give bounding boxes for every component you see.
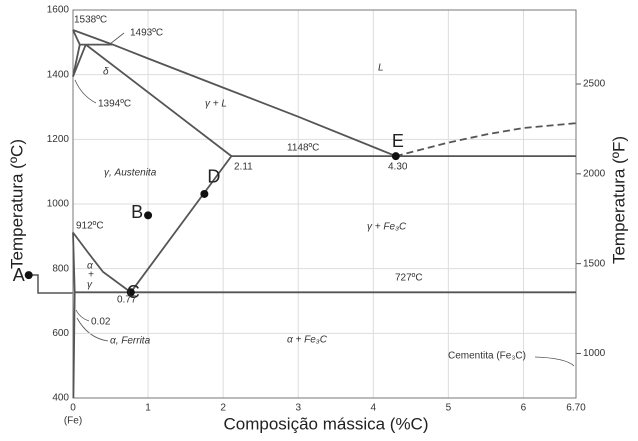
annotation: 2.11 [234, 162, 253, 173]
annotation: 727ºC [395, 273, 423, 284]
point [391, 152, 400, 161]
annotation: L [378, 63, 384, 74]
leader [75, 309, 90, 322]
y-tick-label: 1200 [47, 134, 70, 145]
annotation: γ [87, 280, 93, 291]
annotation: γ + L [205, 99, 227, 110]
phase-boundary [72, 44, 87, 77]
annotation: α, Ferrita [110, 336, 151, 347]
y-tick-label: 800 [52, 263, 69, 274]
leader [109, 32, 125, 45]
phase-boundary [130, 155, 233, 293]
annotation: Cementita (Fe₃C) [448, 351, 526, 362]
point [200, 189, 209, 198]
annotation: + [88, 270, 94, 281]
phase-boundary [72, 232, 76, 399]
y2-tick-label: 1000 [583, 348, 606, 359]
y2-axis-label: Temperatura (ºF) [609, 136, 628, 264]
leader [534, 356, 575, 367]
y-tick-label: 600 [52, 328, 69, 339]
annotation: δ [103, 67, 109, 78]
y-tick-label: 1000 [47, 199, 70, 210]
point-label: E [392, 131, 404, 151]
annotation: 0.77 [117, 295, 137, 306]
phase-boundary [72, 29, 397, 157]
point-label: D [207, 167, 220, 187]
annotation: γ, Austenita [104, 168, 157, 179]
phase-boundary [395, 122, 577, 157]
point [24, 271, 33, 280]
annotation: γ + Fe₃C [367, 222, 407, 233]
leader [74, 79, 97, 104]
x-tick-label: 3 [295, 403, 301, 414]
x-tick-label: 6 [521, 403, 527, 414]
annotation: 0.02 [91, 317, 111, 328]
y2-tick-label: 2500 [583, 79, 606, 90]
annotation: 912ºC [76, 221, 104, 232]
y-tick-label: 400 [52, 393, 69, 404]
point-label: A [13, 265, 25, 285]
annotation: 4.30 [388, 162, 408, 173]
y-tick-label: 1400 [47, 69, 70, 80]
phase-boundary [85, 43, 232, 157]
point-a-leader [29, 274, 73, 294]
x-tick-label: 2 [220, 403, 226, 414]
annotation: 1148ºC [287, 143, 319, 154]
x-tick-label: 5 [446, 403, 452, 414]
point [126, 288, 135, 297]
x-tick-label: 6.70 [566, 403, 586, 414]
x-tick-label: 0 [70, 403, 76, 414]
x-axis-label: Composição mássica (%C) [224, 414, 429, 433]
annotation: 1394ºC [98, 99, 131, 110]
y2-tick-label: 1500 [583, 258, 606, 269]
y2-tick-label: 2000 [583, 168, 606, 179]
x-note: (Fe) [64, 416, 82, 427]
annotation: 1493ºC [130, 28, 163, 39]
y-tick-label: 1600 [47, 5, 70, 16]
point-label: B [131, 202, 143, 222]
point [144, 211, 153, 220]
x-tick-label: 1 [145, 403, 151, 414]
annotation: 1538ºC [74, 15, 107, 26]
x-tick-label: 4 [371, 403, 377, 414]
phase-boundary [72, 231, 132, 294]
y-axis-label: Temperatura (ºC) [7, 139, 26, 269]
annotation: α + Fe₃C [287, 335, 328, 346]
annotation: α [87, 261, 93, 272]
plot-frame [72, 9, 577, 399]
point-label: C [127, 282, 140, 302]
